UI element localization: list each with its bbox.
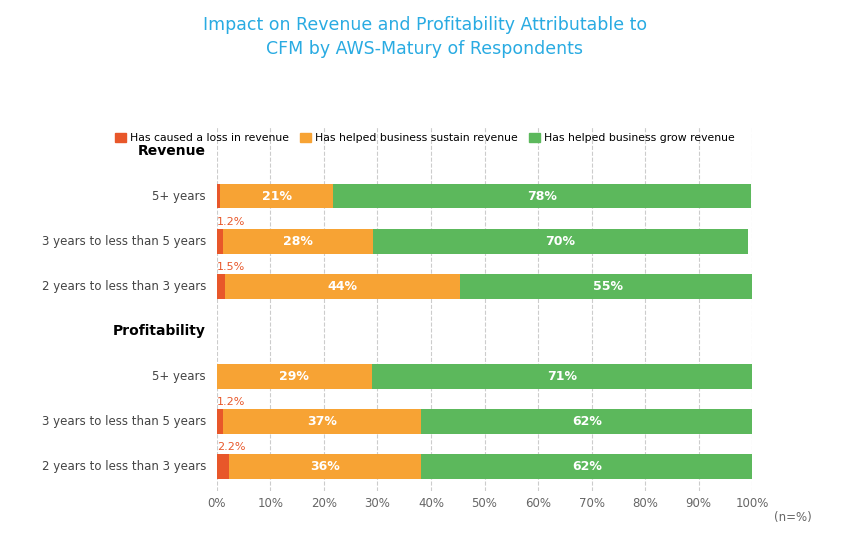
Text: 3 years to less than 5 years: 3 years to less than 5 years — [42, 415, 206, 428]
Bar — [217, 454, 229, 479]
Bar — [224, 229, 373, 253]
Bar — [217, 184, 220, 208]
Text: 2.2%: 2.2% — [217, 442, 246, 452]
Bar — [217, 229, 224, 253]
Text: Impact on Revenue and Profitability Attributable to
CFM by AWS-Matury of Respond: Impact on Revenue and Profitability Attr… — [203, 16, 647, 57]
Bar — [373, 229, 748, 253]
Text: 21%: 21% — [262, 190, 292, 202]
Bar — [224, 409, 422, 434]
Text: 29%: 29% — [280, 370, 309, 383]
Bar — [220, 184, 333, 208]
Text: 62%: 62% — [572, 460, 603, 473]
Text: 62%: 62% — [572, 415, 603, 428]
Bar — [461, 274, 755, 299]
Text: 78%: 78% — [527, 190, 557, 202]
Text: 3 years to less than 5 years: 3 years to less than 5 years — [42, 235, 206, 248]
Bar — [372, 364, 752, 389]
Text: 28%: 28% — [283, 235, 313, 248]
Text: (n=%): (n=%) — [774, 511, 812, 524]
Bar — [333, 184, 751, 208]
Bar — [422, 454, 753, 479]
Text: 1.2%: 1.2% — [217, 397, 245, 407]
Bar — [422, 409, 753, 434]
Text: 2 years to less than 3 years: 2 years to less than 3 years — [42, 280, 206, 293]
Text: 36%: 36% — [310, 460, 340, 473]
Text: 71%: 71% — [547, 370, 577, 383]
Text: 70%: 70% — [546, 235, 575, 248]
Text: 55%: 55% — [592, 280, 623, 293]
Text: 37%: 37% — [308, 415, 337, 428]
Text: Profitability: Profitability — [113, 324, 206, 338]
Legend: Has caused a loss in revenue, Has helped business sustain revenue, Has helped bu: Has caused a loss in revenue, Has helped… — [110, 129, 740, 148]
Text: 5+ years: 5+ years — [152, 370, 206, 383]
Text: 44%: 44% — [327, 280, 358, 293]
Bar — [217, 364, 372, 389]
Text: Revenue: Revenue — [138, 144, 206, 158]
Bar — [217, 409, 224, 434]
Bar — [229, 454, 422, 479]
Text: 1.2%: 1.2% — [217, 217, 245, 227]
Bar — [224, 274, 461, 299]
Text: 5+ years: 5+ years — [152, 190, 206, 202]
Text: 2 years to less than 3 years: 2 years to less than 3 years — [42, 460, 206, 473]
Text: 1.5%: 1.5% — [217, 262, 245, 272]
Bar — [217, 274, 224, 299]
